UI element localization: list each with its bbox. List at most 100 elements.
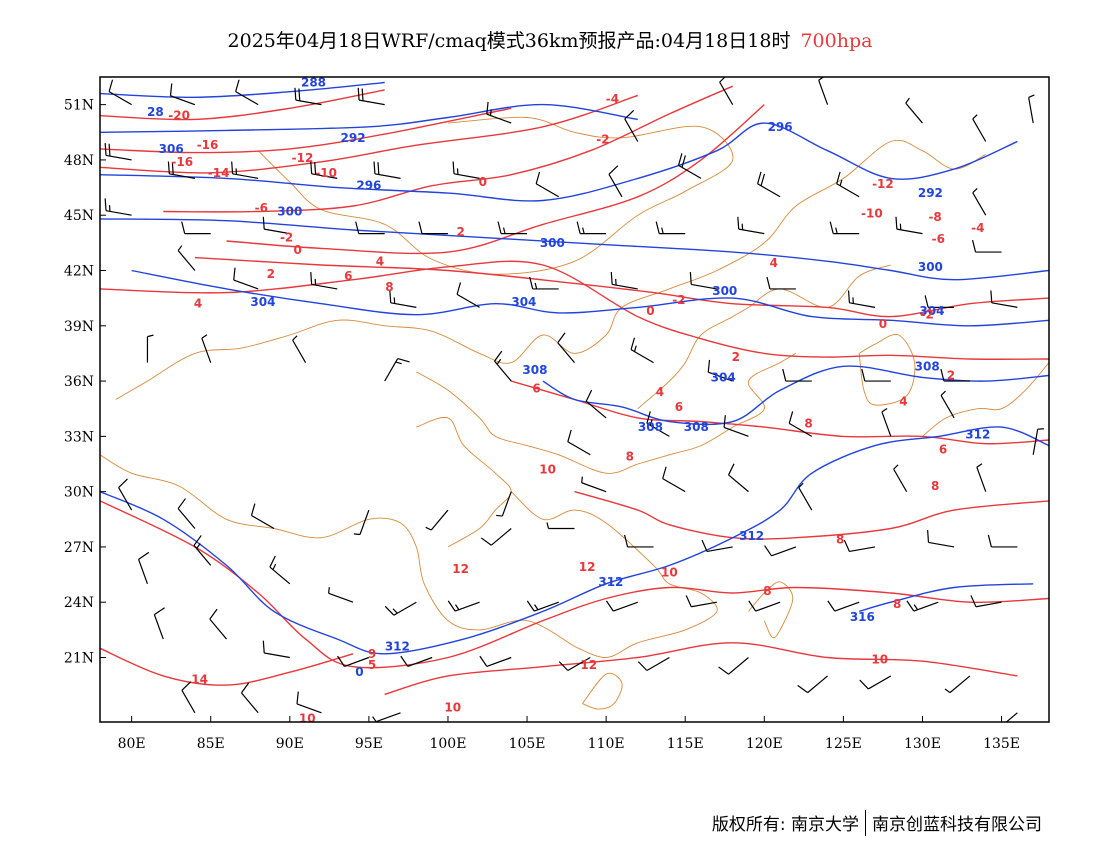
contour-label: -10 (861, 206, 883, 220)
wind-barb (782, 368, 812, 382)
plot-frame (99, 76, 1050, 723)
contour-label: 308 (638, 420, 663, 434)
contour-label: 300 (918, 260, 943, 274)
wind-barb (355, 221, 385, 235)
contour-label: -4 (971, 221, 984, 235)
temperature-contour (100, 260, 1049, 360)
wind-barb (624, 109, 639, 142)
copyright-footer: 版权所有: 南京大学 南京创蓝科技有限公司 (712, 810, 1042, 838)
contour-label: 4 (656, 385, 664, 399)
contour-label: -8 (928, 210, 941, 224)
lon-tick-label: 90E (276, 736, 304, 752)
wind-barb (250, 503, 275, 530)
contour-label: 8 (836, 533, 844, 547)
contour-label: 4 (770, 256, 778, 270)
wind-barb (372, 712, 401, 722)
wind-barb (357, 87, 385, 106)
wind-barb (987, 534, 1018, 548)
lat-tick-label: 36N (64, 374, 94, 390)
contour-label: 312 (965, 428, 990, 442)
wind-barb (384, 601, 417, 616)
wind-barb (235, 79, 259, 106)
contour-label: 308 (915, 359, 940, 373)
contour-label: 0 (355, 665, 363, 679)
wind-barb (233, 267, 259, 290)
contour-label: -2 (596, 133, 609, 147)
wind-barb (400, 655, 433, 667)
wind-barb (146, 334, 154, 363)
contour-label: 4 (376, 254, 384, 268)
lon-tick-label: 105E (509, 736, 546, 752)
wind-barb (310, 272, 338, 290)
lat-tick-label: 48N (64, 153, 94, 169)
lat-tick-label: 33N (64, 429, 94, 445)
wind-barb (452, 161, 480, 179)
contour-label: 8 (385, 280, 393, 294)
height-contour (100, 426, 1049, 655)
contour-label: -2 (921, 308, 934, 322)
contour-label: 300 (712, 284, 737, 298)
wind-barb (685, 595, 717, 608)
province-border (115, 139, 986, 400)
wind-barb (108, 79, 132, 106)
wind-barb (1005, 712, 1018, 722)
contour-label: 5 (368, 658, 376, 672)
wind-barb (169, 83, 196, 106)
copyright-right: 南京创蓝科技有限公司 (872, 815, 1042, 835)
contour-label: 12 (580, 658, 597, 672)
wind-barb (294, 87, 322, 106)
contour-label: 12 (579, 560, 596, 574)
wind-barb (389, 290, 417, 308)
contour-label: 8 (763, 584, 771, 598)
wind-barb (373, 161, 401, 179)
lat-tick-label: 45N (64, 208, 94, 224)
contour-label: 0 (479, 175, 487, 189)
wind-barb (646, 411, 670, 437)
lon-tick-label: 85E (197, 736, 225, 752)
height-contours (100, 81, 1049, 655)
contour-label: 312 (598, 575, 623, 589)
province-border (748, 581, 794, 639)
wind-barb (418, 221, 448, 235)
wind-barb (526, 600, 559, 612)
contour-label: -14 (208, 166, 230, 180)
lon-tick-label: 110E (588, 736, 625, 752)
wind-barb (719, 77, 734, 105)
wind-barb (798, 482, 813, 511)
province-border (100, 454, 575, 647)
lat-tick-label: 39N (64, 319, 94, 335)
wind-barb (990, 290, 1018, 308)
lon-tick-label: 135E (983, 736, 1020, 752)
contour-label: 10 (444, 700, 461, 714)
province-border (416, 416, 512, 548)
wind-barb (585, 389, 607, 419)
wind-barb (630, 337, 654, 364)
contour-label: -4 (606, 92, 619, 106)
contour-label: 8 (893, 597, 901, 611)
wind-barb (905, 97, 923, 124)
lat-tick-label: 24N (64, 595, 94, 611)
contour-label: -2 (672, 293, 685, 307)
temperature-contour (100, 94, 639, 174)
wind-barb (944, 675, 971, 694)
wind-barb (895, 216, 923, 235)
contour-label: 316 (850, 610, 875, 624)
wind-barb (924, 295, 955, 308)
lon-tick-label: 125E (825, 736, 862, 752)
temperature-contour (226, 104, 765, 255)
contour-label: -20 (168, 109, 190, 123)
contour-label: -16 (197, 138, 219, 152)
contour-label: 300 (540, 236, 565, 250)
wind-barb (479, 655, 512, 667)
lon-tick-label: 115E (667, 736, 704, 752)
title-level: 700hpa (800, 30, 873, 52)
wind-barb (209, 608, 227, 640)
contour-label: 10 (539, 463, 556, 477)
wind-barb (972, 187, 987, 216)
title-main: 2025年04月18日WRF/cmaq模式36km预报产品:04月18日18时 (227, 30, 791, 52)
province-border (582, 672, 623, 710)
wind-barb (494, 350, 512, 382)
wind-barb (748, 600, 781, 612)
contour-label: 10 (871, 652, 888, 666)
height-contour (542, 365, 1049, 426)
